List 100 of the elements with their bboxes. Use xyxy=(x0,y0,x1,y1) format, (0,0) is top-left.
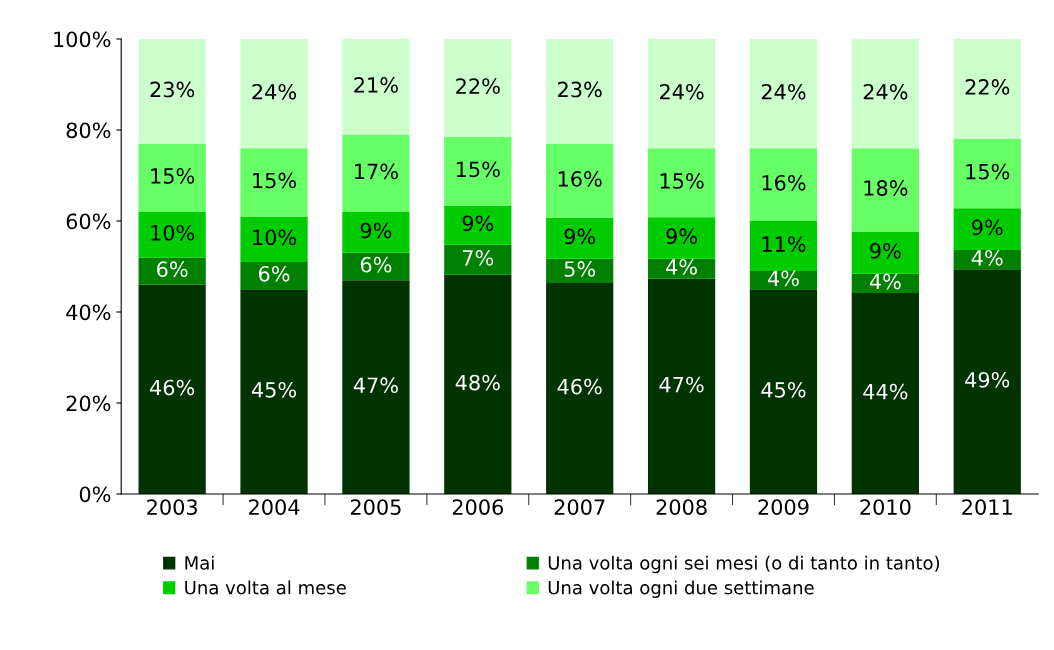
data-label: 9% xyxy=(360,222,392,239)
bar xyxy=(240,289,308,494)
data-label: 9% xyxy=(870,242,901,259)
bar xyxy=(749,221,818,272)
bar xyxy=(647,39,716,149)
x-tick-label: 2009 xyxy=(758,499,809,515)
bar xyxy=(851,292,919,494)
data-label: 9% xyxy=(666,228,697,245)
bar xyxy=(342,211,410,253)
data-label: 4% xyxy=(971,249,1003,266)
bar xyxy=(647,148,716,218)
bar xyxy=(953,269,1021,494)
bar xyxy=(240,216,308,262)
legend-label: Una volta ogni sei mesi (o di tanto in tanto) xyxy=(548,555,940,574)
bar xyxy=(342,280,410,494)
bar xyxy=(444,39,512,137)
bar xyxy=(546,143,614,218)
bar xyxy=(444,136,512,206)
data-label: 6% xyxy=(157,261,188,278)
data-label: 46% xyxy=(150,379,195,396)
bar xyxy=(342,39,410,135)
bar xyxy=(240,39,308,149)
data-label: 49% xyxy=(965,371,1010,388)
bar xyxy=(444,205,512,245)
data-label: 6% xyxy=(360,256,392,273)
bar xyxy=(953,138,1021,209)
data-label: 48% xyxy=(455,374,500,391)
x-tick-label: 2010 xyxy=(860,499,911,515)
y-tick-label: 40% xyxy=(66,304,111,321)
data-label: 24% xyxy=(252,83,297,100)
bar xyxy=(749,289,818,494)
bar xyxy=(749,39,818,149)
bar xyxy=(546,258,614,283)
bar xyxy=(444,244,512,275)
data-label: 16% xyxy=(558,171,602,187)
bar xyxy=(851,148,919,232)
y-tick-label: 60% xyxy=(66,213,111,230)
data-label: 10% xyxy=(151,224,195,241)
bar xyxy=(342,134,410,212)
data-label: 15% xyxy=(151,168,195,184)
bar xyxy=(138,284,206,494)
data-label: 4% xyxy=(767,270,799,287)
data-label: 4% xyxy=(666,259,697,275)
data-label: 4% xyxy=(869,273,901,290)
bar xyxy=(138,39,206,144)
x-tick-label: 2008 xyxy=(656,499,707,515)
data-label: 17% xyxy=(355,163,398,180)
bar xyxy=(953,39,1021,139)
data-label: 22% xyxy=(456,78,500,94)
y-tick-label: 0% xyxy=(79,486,111,503)
bar xyxy=(240,148,308,217)
data-label: 44% xyxy=(863,383,908,400)
bar xyxy=(953,208,1021,251)
bar xyxy=(851,39,919,149)
x-tick-label: 2006 xyxy=(452,499,504,515)
data-label: 9% xyxy=(972,219,1003,236)
data-label: 24% xyxy=(761,83,806,100)
bar xyxy=(138,257,206,285)
bar xyxy=(342,252,410,281)
legend-label: Una volta ogni due settimane xyxy=(548,580,814,598)
legend-label: Una volta al mese xyxy=(185,580,346,595)
data-label: 47% xyxy=(659,376,704,393)
data-label: 23% xyxy=(150,81,195,98)
bar xyxy=(647,217,716,259)
data-label: 22% xyxy=(965,79,1010,95)
y-tick-label: 100% xyxy=(54,31,111,48)
data-label: 5% xyxy=(564,261,596,277)
x-tick-label: 2005 xyxy=(350,499,401,515)
bar xyxy=(851,231,919,274)
data-label: 18% xyxy=(864,180,908,196)
y-tick-label: 20% xyxy=(66,395,111,412)
bar xyxy=(138,143,206,212)
data-label: 15% xyxy=(456,161,500,178)
data-label: 21% xyxy=(354,77,398,93)
bar xyxy=(546,39,614,144)
data-label: 15% xyxy=(966,163,1010,180)
legend-label: Mai xyxy=(185,555,214,570)
data-label: 6% xyxy=(258,265,290,282)
data-label: 47% xyxy=(353,377,398,394)
data-label: 15% xyxy=(660,173,704,189)
data-label: 9% xyxy=(564,228,596,245)
y-tick-label: 80% xyxy=(66,122,111,139)
data-label: 45% xyxy=(761,381,806,398)
data-label: 24% xyxy=(863,83,908,100)
data-label: 10% xyxy=(253,229,297,246)
bar xyxy=(138,211,206,258)
x-tick-label: 2011 xyxy=(962,499,1012,515)
x-tick-label: 2004 xyxy=(249,499,300,515)
bar xyxy=(749,148,818,221)
bar xyxy=(444,274,512,494)
data-label: 45% xyxy=(251,381,297,398)
data-label: 46% xyxy=(557,378,602,395)
bar xyxy=(546,217,614,259)
x-tick-label: 2003 xyxy=(147,499,197,515)
data-label: 16% xyxy=(762,174,806,191)
bar xyxy=(647,278,716,494)
data-label: 23% xyxy=(558,81,602,98)
bar xyxy=(546,282,614,494)
data-label: 7% xyxy=(463,249,494,266)
data-label: 24% xyxy=(659,83,704,100)
